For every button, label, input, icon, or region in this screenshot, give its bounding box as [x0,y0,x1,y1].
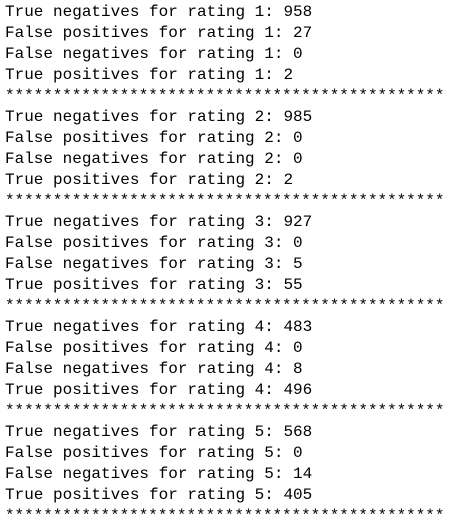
output-line: False positives for rating 2: 0 [5,129,303,147]
output-line: True positives for rating 4: 496 [5,381,313,399]
output-line: False negatives for rating 1: 0 [5,45,303,63]
output-line: False positives for rating 5: 0 [5,444,303,462]
output-line: False negatives for rating 3: 5 [5,255,303,273]
output-line: True positives for rating 1: 2 [5,66,294,84]
separator-line: ****************************************… [5,192,445,210]
separator-line: ****************************************… [5,402,445,420]
output-line: False positives for rating 4: 0 [5,339,303,357]
output-line: True negatives for rating 4: 483 [5,318,313,336]
output-line: True positives for rating 5: 405 [5,486,313,504]
output-line: False positives for rating 3: 0 [5,234,303,252]
separator-line: ****************************************… [5,87,445,105]
output-line: True negatives for rating 3: 927 [5,213,313,231]
output-line: True positives for rating 3: 55 [5,276,303,294]
output-line: False negatives for rating 5: 14 [5,465,313,483]
output-line: True negatives for rating 5: 568 [5,423,313,441]
output-line: True positives for rating 2: 2 [5,171,294,189]
output-line: False negatives for rating 2: 0 [5,150,303,168]
separator-line: ****************************************… [5,297,445,315]
separator-line: ****************************************… [5,507,445,525]
output-line: True negatives for rating 1: 958 [5,3,313,21]
output-line: True negatives for rating 2: 985 [5,108,313,126]
output-line: False negatives for rating 4: 8 [5,360,303,378]
output-line: False positives for rating 1: 27 [5,24,313,42]
